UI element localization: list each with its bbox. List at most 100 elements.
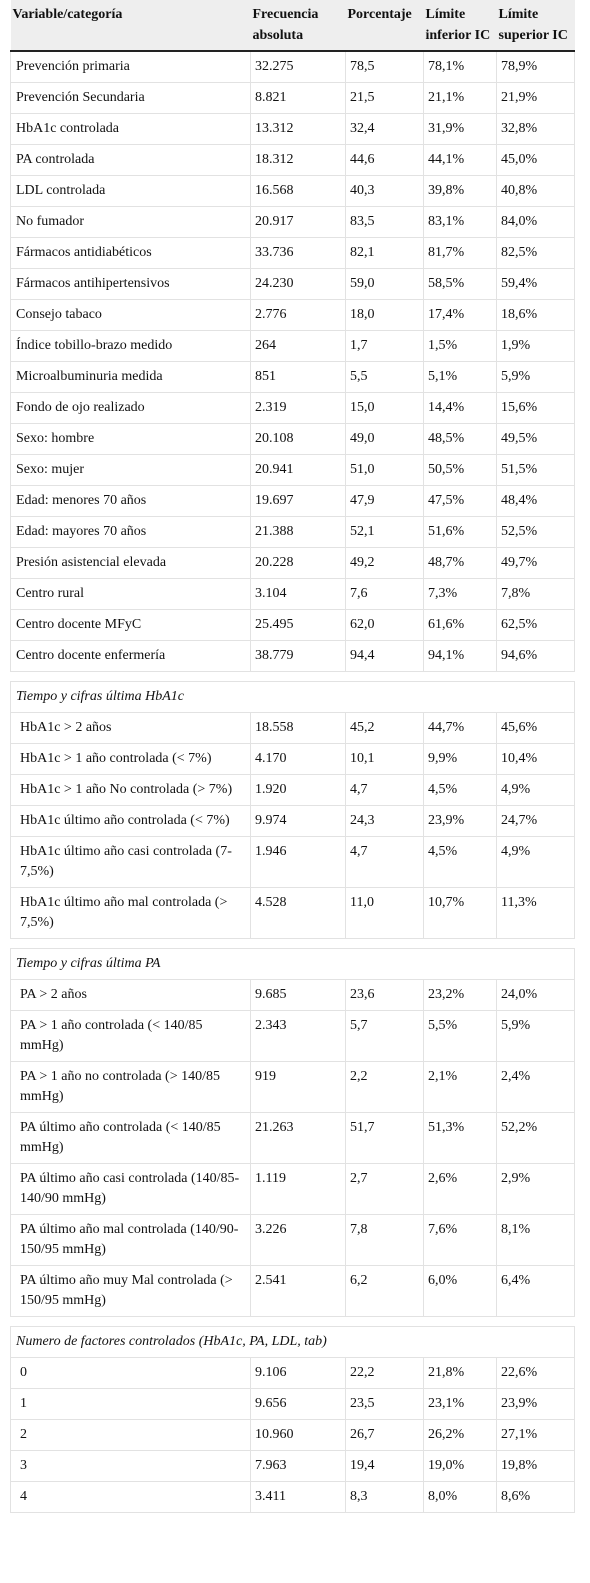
cell-value: 27,1% [496, 1419, 575, 1451]
cell-value: 2,2 [345, 1061, 424, 1113]
cell-value: 4.170 [250, 743, 346, 775]
data-row: PA último año mal controlada (140/90-150… [10, 1214, 575, 1266]
cell-value: 21.388 [250, 516, 346, 548]
section-row: Tiempo y cifras última HbA1c [10, 681, 575, 713]
cell-value: 19,8% [496, 1450, 575, 1482]
cell-value: 23,9% [423, 805, 497, 837]
cell-value: 8,6% [496, 1481, 575, 1513]
row-label: Consejo tabaco [10, 299, 251, 331]
cell-value: 62,0 [345, 609, 424, 641]
data-row: 3 7.963 19,4 19,0% 19,8% [10, 1450, 575, 1482]
header-cell: Porcentaje [345, 0, 424, 52]
cell-value: 59,4% [496, 268, 575, 300]
cell-value: 18.312 [250, 144, 346, 176]
cell-value: 49,2 [345, 547, 424, 579]
cell-value: 26,7 [345, 1419, 424, 1451]
cell-value: 15,0 [345, 392, 424, 424]
spacer-cell [10, 938, 575, 949]
cell-value: 39,8% [423, 175, 497, 207]
cell-value: 40,8% [496, 175, 575, 207]
cell-value: 58,5% [423, 268, 497, 300]
data-row: Edad: menores 70 años 19.697 47,9 47,5% 48,4… [10, 485, 575, 517]
cell-value: 10,1 [345, 743, 424, 775]
cell-value: 52,5% [496, 516, 575, 548]
row-label: PA último año mal controlada (140/90-150… [10, 1214, 251, 1266]
row-label: HbA1c > 1 año controlada (< 7%) [10, 743, 251, 775]
cell-value: 51,7 [345, 1112, 424, 1164]
section-row: Numero de factores controlados (HbA1c, P… [10, 1326, 575, 1358]
cell-value: 17,4% [423, 299, 497, 331]
cell-value: 18,6% [496, 299, 575, 331]
cell-value: 14,4% [423, 392, 497, 424]
header-row: Variable/categoría Frecuencia absoluta Por… [10, 0, 575, 52]
row-label: LDL controlada [10, 175, 251, 207]
row-label: Prevención Secundaria [10, 82, 251, 114]
row-label: No fumador [10, 206, 251, 238]
section-title: Tiempo y cifras última PA [10, 948, 575, 980]
cell-value: 20.108 [250, 423, 346, 455]
cell-value: 23,2% [423, 979, 497, 1011]
cell-value: 7.963 [250, 1450, 346, 1482]
cell-value: 11,3% [496, 887, 575, 939]
row-label: HbA1c > 2 años [10, 712, 251, 744]
cell-value: 21.263 [250, 1112, 346, 1164]
cell-value: 33.736 [250, 237, 346, 269]
cell-value: 45,6% [496, 712, 575, 744]
data-row: 2 10.960 26,7 26,2% 27,1% [10, 1419, 575, 1451]
data-row: HbA1c último año casi controlada (7-7,5%… [10, 836, 575, 888]
cell-value: 19.697 [250, 485, 346, 517]
cell-value: 32.275 [250, 50, 346, 83]
data-row: 4 3.411 8,3 8,0% 8,6% [10, 1481, 575, 1513]
cell-value: 851 [250, 361, 346, 393]
cell-value: 4.528 [250, 887, 346, 939]
cell-value: 13.312 [250, 113, 346, 145]
cell-value: 44,7% [423, 712, 497, 744]
cell-value: 18,0 [345, 299, 424, 331]
cell-value: 83,5 [345, 206, 424, 238]
cell-value: 62,5% [496, 609, 575, 641]
cell-value: 5,5% [423, 1010, 497, 1062]
data-row: PA último año casi controlada (140/85-14… [10, 1163, 575, 1215]
cell-value: 48,7% [423, 547, 497, 579]
data-row: HbA1c último año mal controlada (> 7,5%)… [10, 887, 575, 939]
cell-value: 22,2 [345, 1357, 424, 1389]
cell-value: 49,7% [496, 547, 575, 579]
table-head: Variable/categoría Frecuencia absoluta Por… [10, 0, 575, 52]
cell-value: 9.656 [250, 1388, 346, 1420]
cell-value: 26,2% [423, 1419, 497, 1451]
row-label: Índice tobillo-brazo medido [10, 330, 251, 362]
cell-value: 2.319 [250, 392, 346, 424]
cell-value: 264 [250, 330, 346, 362]
cell-value: 45,2 [345, 712, 424, 744]
row-label: Centro docente enfermería [10, 640, 251, 672]
cell-value: 2,7 [345, 1163, 424, 1215]
cell-value: 10,4% [496, 743, 575, 775]
data-row: Edad: mayores 70 años 21.388 52,1 51,6% 52,5… [10, 516, 575, 548]
cell-value: 20.228 [250, 547, 346, 579]
cell-value: 49,0 [345, 423, 424, 455]
table-body: Prevención primaria 32.275 78,5 78,1% 78,9% P… [10, 50, 575, 1513]
cell-value: 4,5% [423, 774, 497, 806]
spacer-cell [10, 1316, 575, 1327]
cell-value: 51,0 [345, 454, 424, 486]
row-label: Fármacos antihipertensivos [10, 268, 251, 300]
cell-value: 52,1 [345, 516, 424, 548]
cell-value: 2.541 [250, 1265, 346, 1317]
cell-value: 94,4 [345, 640, 424, 672]
cell-value: 40,3 [345, 175, 424, 207]
row-label: Edad: mayores 70 años [10, 516, 251, 548]
data-row: PA último año controlada (< 140/85 mmHg)… [10, 1112, 575, 1164]
cell-value: 24,3 [345, 805, 424, 837]
row-label: HbA1c último año casi controlada (7-7,5%… [10, 836, 251, 888]
header-cell: Variable/categoría [10, 0, 251, 52]
data-row: PA > 1 año no controlada (> 140/85 mmHg)… [10, 1061, 575, 1113]
data-row: Presión asistencial elevada 20.228 49,2 48,… [10, 547, 575, 579]
data-row: Centro docente MFyC 25.495 62,0 61,6% 62,5% [10, 609, 575, 641]
cell-value: 9.974 [250, 805, 346, 837]
cell-value: 23,6 [345, 979, 424, 1011]
row-label: PA último año casi controlada (140/85-14… [10, 1163, 251, 1215]
section-row: Tiempo y cifras última PA [10, 948, 575, 980]
cell-value: 45,0% [496, 144, 575, 176]
